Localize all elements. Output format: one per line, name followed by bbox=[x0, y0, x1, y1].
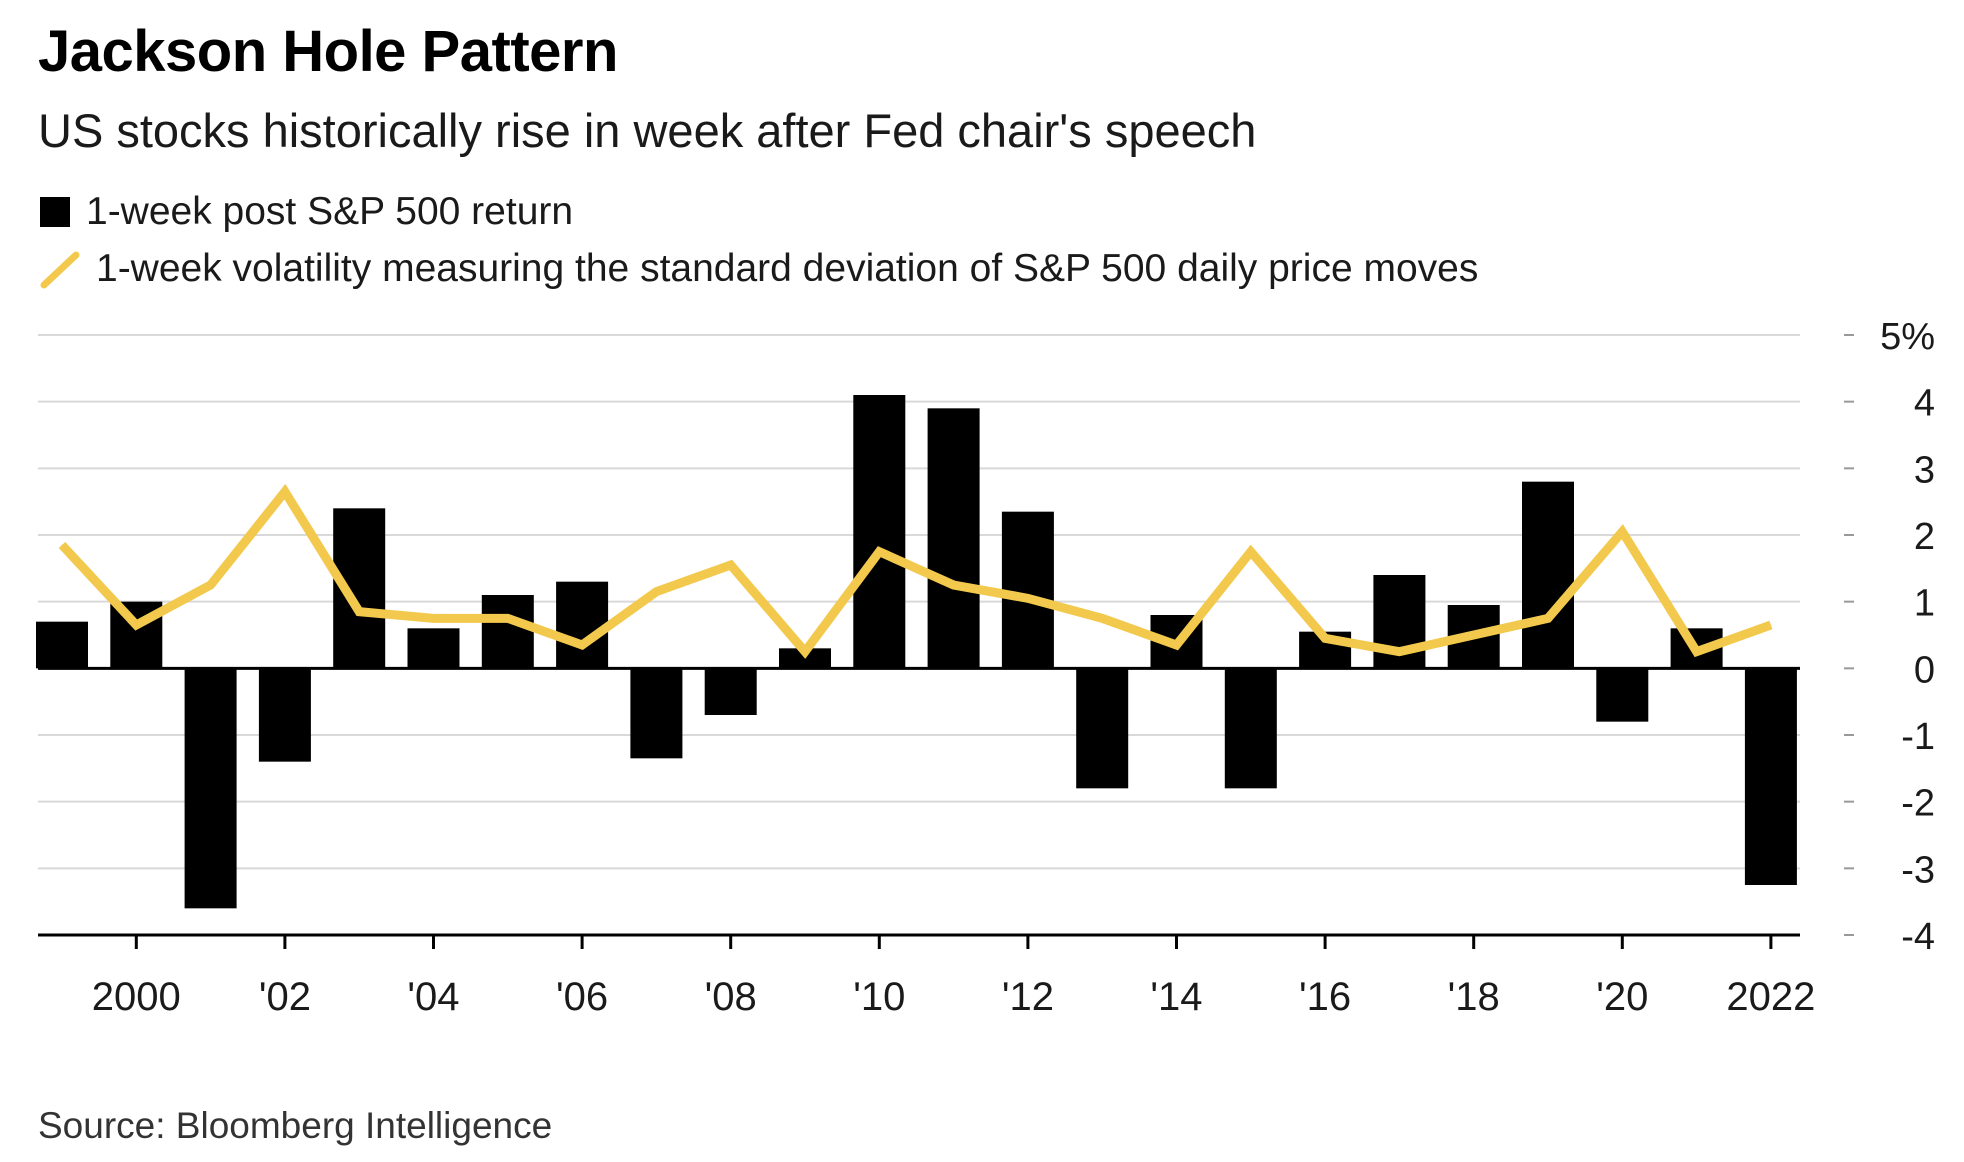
x-tick-label: '08 bbox=[705, 975, 757, 1019]
bar-2012 bbox=[1001, 511, 1054, 669]
bar-2013 bbox=[1076, 668, 1129, 789]
bar-2006 bbox=[556, 581, 609, 669]
y-tick-label: 3 bbox=[1914, 449, 1935, 491]
x-tick-label: '06 bbox=[556, 975, 608, 1019]
volatility-point-2004 bbox=[433, 617, 434, 619]
x-tick-label: '14 bbox=[1150, 975, 1202, 1019]
bar-2002 bbox=[258, 668, 311, 762]
bar-2015 bbox=[1224, 668, 1277, 789]
x-tick-label: '02 bbox=[259, 975, 311, 1019]
bar-2005 bbox=[481, 595, 534, 669]
volatility-point-2010 bbox=[878, 551, 880, 553]
y-tick-label: -4 bbox=[1901, 916, 1935, 958]
chart-title: Jackson Hole Pattern bbox=[38, 19, 618, 84]
x-tick-label: '18 bbox=[1448, 975, 1500, 1019]
volatility-point-2017 bbox=[1398, 651, 1400, 653]
legend-label-return: 1-week post S&P 500 return bbox=[86, 190, 574, 233]
volatility-point-2021 bbox=[1696, 651, 1698, 653]
bar-2011 bbox=[927, 408, 980, 669]
bar-2004 bbox=[407, 628, 460, 669]
y-tick-label: 1 bbox=[1914, 583, 1935, 625]
volatility-point-2012 bbox=[1027, 597, 1029, 599]
black-square-icon bbox=[40, 197, 70, 227]
volatility-point-2007 bbox=[655, 591, 657, 593]
volatility-point-2001 bbox=[210, 584, 212, 586]
volatility-point-2008 bbox=[730, 564, 732, 566]
bar-2007 bbox=[630, 668, 683, 759]
volatility-point-2018 bbox=[1473, 634, 1475, 636]
y-tick-label: -1 bbox=[1901, 716, 1935, 758]
bar-2020 bbox=[1596, 668, 1649, 722]
legend-item-return: 1-week post S&P 500 return bbox=[40, 187, 573, 237]
volatility-point-2015 bbox=[1250, 551, 1252, 553]
legend-item-volatility: 1-week volatility measuring the standard… bbox=[40, 244, 1478, 294]
legend-label-volatility: 1-week volatility measuring the standard… bbox=[96, 247, 1479, 290]
x-tick-label: '04 bbox=[407, 975, 459, 1019]
volatility-point-2002 bbox=[284, 491, 286, 493]
x-tick-label: '20 bbox=[1596, 975, 1648, 1019]
y-tick-label: -2 bbox=[1901, 783, 1935, 825]
x-tick-label: 2000 bbox=[92, 975, 181, 1019]
source-note: Source: Bloomberg Intelligence bbox=[38, 1105, 553, 1146]
volatility-point-1999 bbox=[61, 544, 63, 546]
bar-1999 bbox=[36, 621, 88, 669]
bar-2001 bbox=[184, 668, 237, 909]
volatility-point-2020 bbox=[1621, 531, 1623, 533]
volatility-point-2003 bbox=[358, 611, 360, 613]
x-tick-label: '10 bbox=[853, 975, 905, 1019]
y-tick-label: -3 bbox=[1901, 849, 1935, 891]
x-tick-label: '16 bbox=[1299, 975, 1351, 1019]
yellow-line-icon bbox=[40, 251, 80, 289]
volatility-point-2019 bbox=[1547, 617, 1549, 619]
volatility-point-2009 bbox=[804, 651, 806, 653]
bar-2019 bbox=[1522, 481, 1574, 669]
volatility-point-2016 bbox=[1324, 637, 1326, 639]
chart-subtitle: US stocks historically rise in week afte… bbox=[38, 104, 1257, 157]
volatility-point-2014 bbox=[1176, 644, 1177, 646]
y-tick-label: 4 bbox=[1914, 383, 1935, 425]
x-tick-label: '12 bbox=[1002, 975, 1054, 1019]
volatility-line bbox=[58, 483, 1773, 659]
bar-2022 bbox=[1744, 668, 1797, 885]
bar-2010 bbox=[853, 395, 906, 669]
x-tick-label: 2022 bbox=[1726, 975, 1815, 1019]
volatility-point-2000 bbox=[135, 624, 137, 626]
y-tick-label: 5% bbox=[1880, 316, 1935, 358]
bar-2008 bbox=[704, 668, 757, 715]
volatility-point-2005 bbox=[507, 617, 509, 619]
volatility-point-2022 bbox=[1770, 624, 1772, 626]
volatility-point-2006 bbox=[581, 644, 583, 646]
y-tick-label: 2 bbox=[1914, 516, 1935, 558]
volatility-point-2011 bbox=[953, 584, 955, 586]
volatility-point-2013 bbox=[1101, 617, 1103, 619]
y-tick-label: 0 bbox=[1914, 649, 1935, 691]
